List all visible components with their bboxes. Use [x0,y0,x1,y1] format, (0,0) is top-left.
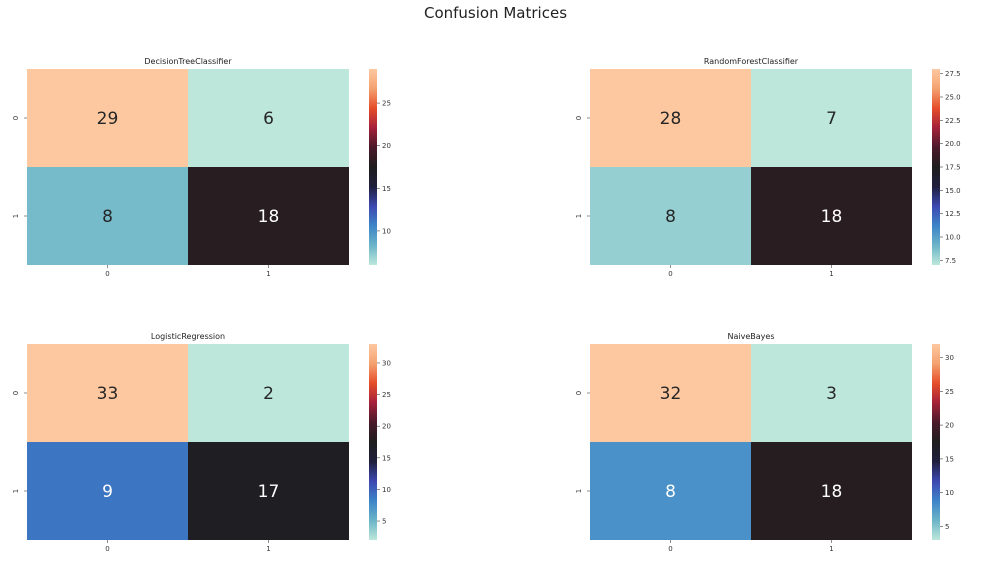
colorbar-tick-label: 30 [945,354,954,362]
heatmap-cell [188,442,349,540]
y-tick-label: 0 [12,116,20,120]
colorbar-tick-label: 27.5 [945,70,961,78]
cell-value: 29 [97,109,119,129]
colorbar-tick-label: 7.5 [945,257,956,265]
colorbar-tick-label: 15.0 [945,187,961,195]
colorbar-tick-label: 22.5 [945,117,961,125]
cell-value: 18 [821,207,843,227]
colorbar [932,69,940,265]
colorbar-tick-label: 15 [945,455,954,463]
colorbar-tick-label: 10 [382,227,391,235]
heatmap-cell [27,442,188,540]
cell-value: 6 [263,109,274,129]
x-tick-label: 0 [105,270,109,278]
colorbar-tick-label: 5 [382,518,386,526]
y-tick-label: 1 [12,489,20,493]
heatmap-cell [27,344,188,442]
colorbar-tick-label: 20.0 [945,140,961,148]
heatmap-cell [188,344,349,442]
y-tick-label: 0 [575,116,583,120]
y-tick-label: 0 [12,391,20,395]
colorbar-tick-label: 25 [382,100,391,108]
heatmap-cell [751,69,912,167]
heatmap-cell [188,167,349,265]
x-tick-label: 1 [266,270,270,278]
x-tick-label: 1 [829,270,833,278]
colorbar-tick-label: 10.0 [945,234,961,242]
heatmap-cell [751,167,912,265]
heatmap-cell [751,442,912,540]
cell-value: 18 [258,207,280,227]
heatmap-title: DecisionTreeClassifier [144,57,232,66]
figure-title: Confusion Matrices [423,4,568,22]
colorbar-tick-label: 15 [382,185,391,193]
cell-value: 9 [102,482,113,502]
x-tick-label: 1 [266,545,270,553]
heatmap-cell [590,442,751,540]
cell-value: 7 [826,109,837,129]
cell-value: 8 [665,482,676,502]
y-tick-label: 1 [575,489,583,493]
colorbar-tick-label: 10 [382,486,391,494]
heatmap-cell [590,344,751,442]
cell-value: 8 [102,207,113,227]
cell-value: 17 [258,482,280,502]
colorbar [932,344,940,540]
heatmap-cell [188,69,349,167]
heatmap-cell [751,344,912,442]
cell-value: 32 [660,384,682,404]
x-tick-label: 0 [105,545,109,553]
colorbar [369,69,377,265]
cell-value: 8 [665,207,676,227]
colorbar-tick-label: 30 [382,359,391,367]
heatmap-title: LogisticRegression [151,332,225,341]
colorbar-tick-label: 20 [945,422,954,430]
x-tick-label: 0 [668,545,672,553]
x-tick-label: 0 [668,270,672,278]
cell-value: 2 [263,384,274,404]
heatmap-cell [27,167,188,265]
heatmap-cell [590,69,751,167]
x-tick-label: 1 [829,545,833,553]
colorbar-tick-label: 15 [382,454,391,462]
colorbar-tick-label: 25 [382,391,391,399]
colorbar-tick-label: 5 [945,523,949,531]
colorbar-tick-label: 10 [945,489,954,497]
colorbar-tick-label: 20 [382,423,391,431]
colorbar-tick-label: 20 [382,142,391,150]
heatmap-title: RandomForestClassifier [704,57,799,66]
heatmap-cell [590,167,751,265]
cell-value: 33 [97,384,119,404]
y-tick-label: 0 [575,391,583,395]
colorbar-tick-label: 25.0 [945,94,961,102]
colorbar-tick-label: 25 [945,388,954,396]
heatmap-cell [27,69,188,167]
cell-value: 28 [660,109,682,129]
cell-value: 18 [821,482,843,502]
y-tick-label: 1 [575,214,583,218]
colorbar-tick-label: 17.5 [945,164,961,172]
cell-value: 3 [826,384,837,404]
colorbar [369,344,377,540]
y-tick-label: 1 [12,214,20,218]
colorbar-tick-label: 12.5 [945,210,961,218]
heatmap-title: NaiveBayes [728,332,775,341]
